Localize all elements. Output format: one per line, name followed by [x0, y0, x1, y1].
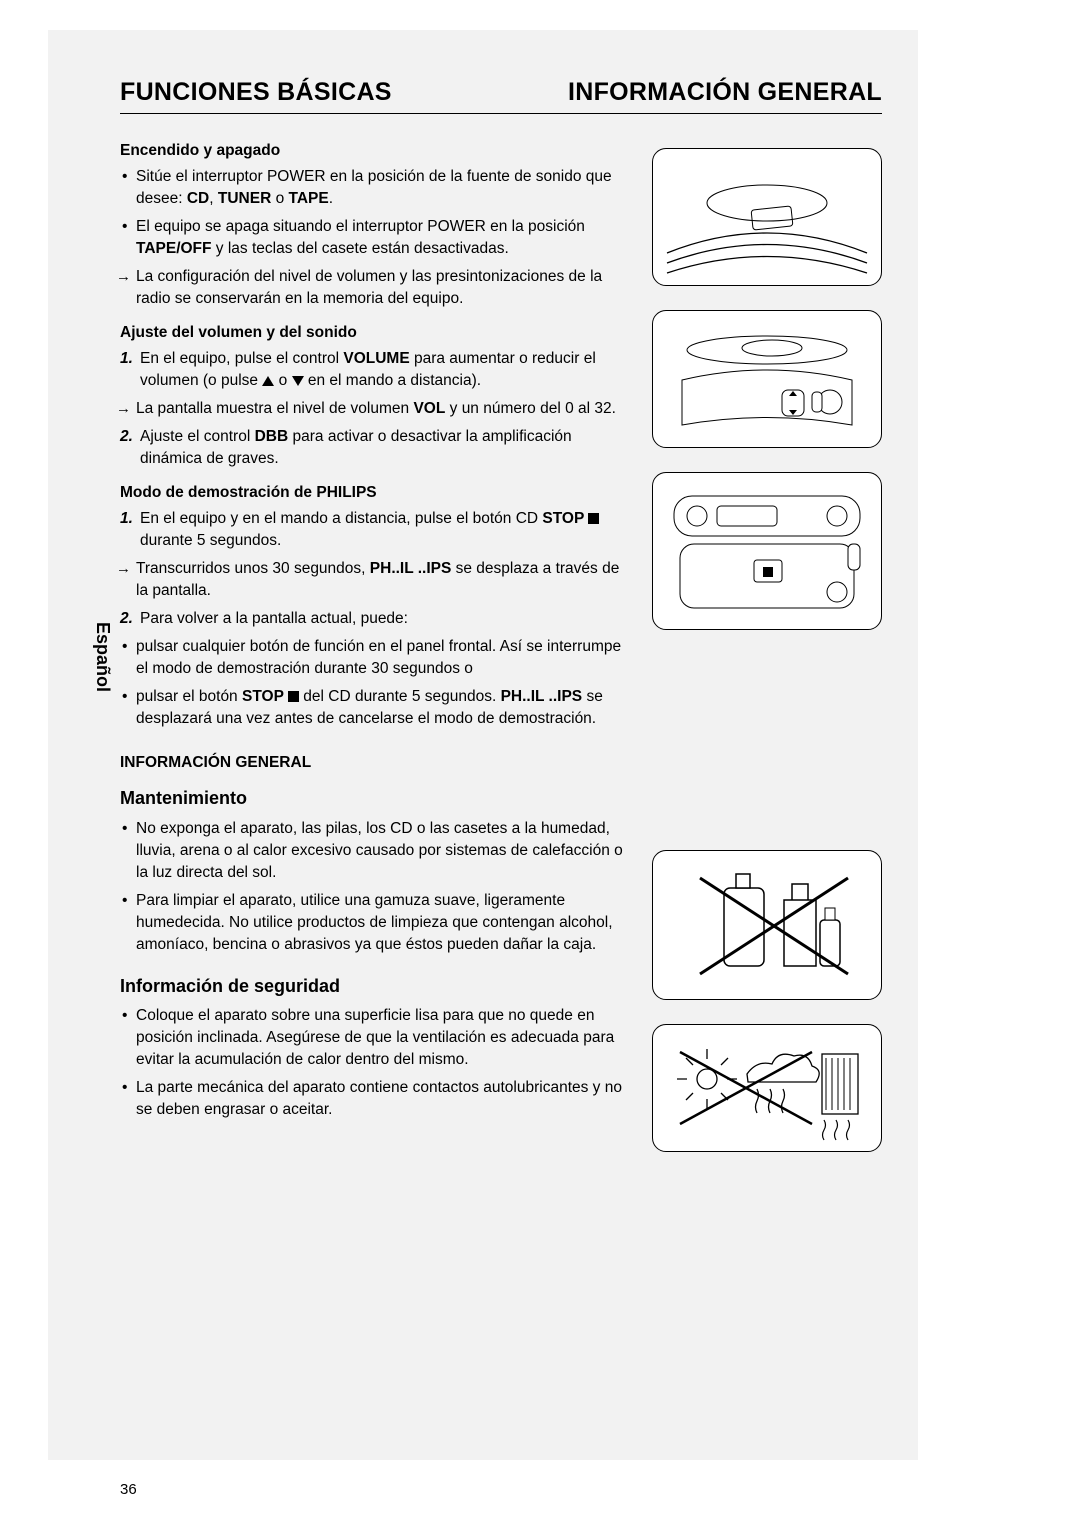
stop-square-icon	[288, 691, 299, 702]
device-controls-icon	[662, 482, 872, 620]
triangle-down-icon	[292, 376, 304, 386]
device-top-icon	[662, 158, 872, 276]
subhead-demo: Modo de demostración de PHILIPS	[120, 482, 634, 504]
list-item: Transcurridos unos 30 segundos, PH..IL .…	[120, 558, 634, 602]
illustration-cleaning	[652, 850, 882, 1000]
no-heat-moisture-icon	[662, 1034, 872, 1142]
illustration-safety	[652, 1024, 882, 1152]
text-column: Encendido y apagado Sitúe el interruptor…	[120, 140, 634, 1152]
list-encendido: Sitúe el interruptor POWER en la posició…	[120, 166, 634, 310]
image-column	[652, 140, 882, 1152]
list-item: Coloque el aparato sobre una superficie …	[120, 1005, 634, 1071]
page-number: 36	[120, 1481, 137, 1498]
header-left: FUNCIONES BÁSICAS	[120, 78, 392, 107]
subhead-encendido: Encendido y apagado	[120, 140, 634, 162]
list-volumen: En el equipo, pulse el control VOLUME pa…	[120, 348, 634, 470]
list-item: Para limpiar el aparato, utilice una gam…	[120, 890, 634, 956]
spacer	[652, 654, 882, 826]
list-item: pulsar cualquier botón de función en el …	[120, 636, 634, 680]
list-seguridad: Coloque el aparato sobre una superficie …	[120, 1005, 634, 1121]
section-label-info: INFORMACIÓN GENERAL	[120, 752, 634, 774]
illustration-demo	[652, 472, 882, 630]
list-item: pulsar el botón STOP del CD durante 5 se…	[120, 686, 634, 730]
no-chemicals-icon	[662, 860, 872, 990]
language-side-label: Español	[92, 622, 113, 692]
list-item: Ajuste el control DBB para activar o des…	[120, 426, 634, 470]
list-item: La pantalla muestra el nivel de volumen …	[120, 398, 634, 420]
main-columns: Encendido y apagado Sitúe el interruptor…	[120, 140, 882, 1152]
list-item: Sitúe el interruptor POWER en la posició…	[120, 166, 634, 210]
subhead-volumen: Ajuste del volumen y del sonido	[120, 322, 634, 344]
triangle-up-icon	[262, 376, 274, 386]
list-item: La parte mecánica del aparato contiene c…	[120, 1077, 634, 1121]
list-item: En el equipo, pulse el control VOLUME pa…	[120, 348, 634, 392]
list-mantenimiento: No exponga el aparato, las pilas, los CD…	[120, 818, 634, 956]
device-volume-icon	[662, 320, 872, 438]
list-item: Para volver a la pantalla actual, puede:	[120, 608, 634, 630]
list-item: En el equipo y en el mando a distancia, …	[120, 508, 634, 552]
list-item: El equipo se apaga situando el interrupt…	[120, 216, 634, 260]
list-item: No exponga el aparato, las pilas, los CD…	[120, 818, 634, 884]
subhead-mantenimiento: Mantenimiento	[120, 786, 634, 812]
stop-square-icon	[588, 513, 599, 524]
illustration-power	[652, 148, 882, 286]
list-demo: En el equipo y en el mando a distancia, …	[120, 508, 634, 730]
page-header: FUNCIONES BÁSICAS INFORMACIÓN GENERAL	[120, 78, 882, 114]
illustration-volume	[652, 310, 882, 448]
header-right: INFORMACIÓN GENERAL	[568, 78, 882, 107]
list-item: La configuración del nivel de volumen y …	[120, 266, 634, 310]
subhead-seguridad: Información de seguridad	[120, 974, 634, 1000]
page-content: FUNCIONES BÁSICAS INFORMACIÓN GENERAL En…	[48, 30, 918, 1460]
